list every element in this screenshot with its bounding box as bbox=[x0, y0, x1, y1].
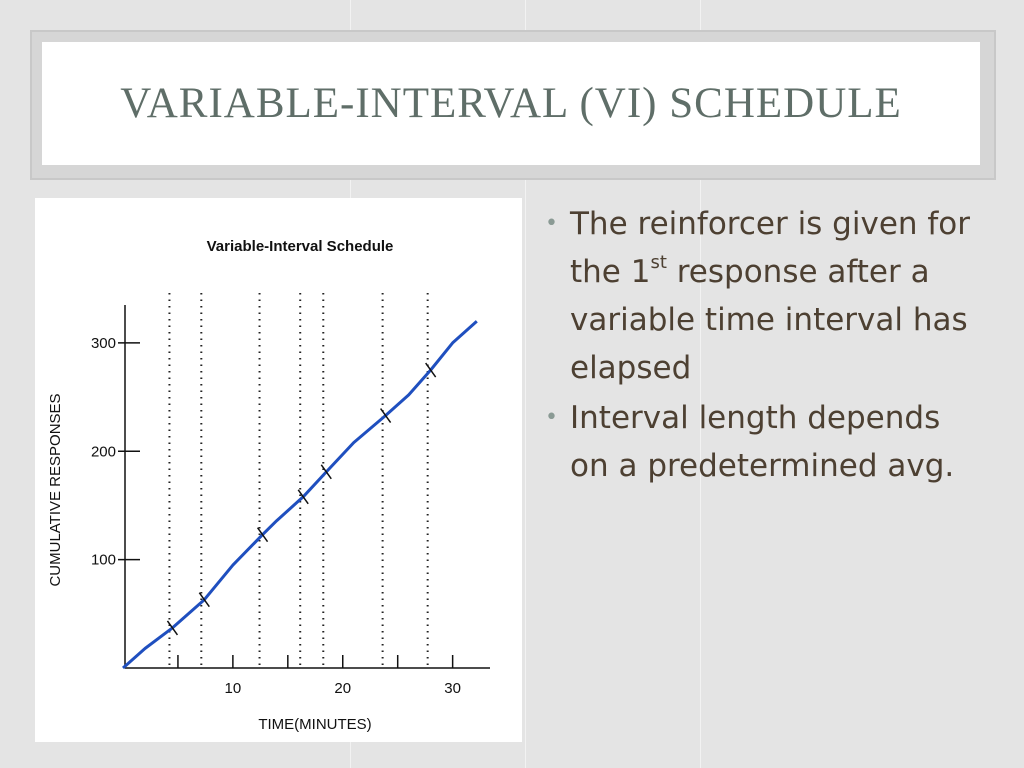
x-tick-label: 10 bbox=[225, 680, 242, 697]
bullet-text: Interval length depends on a predetermin… bbox=[570, 400, 955, 484]
chart: Variable-Interval Schedule 100 200 300 10 20 3… bbox=[35, 198, 522, 742]
reinforcement-mark bbox=[256, 527, 269, 543]
bullet: Interval length depends on a predetermin… bbox=[545, 394, 975, 490]
reinforcement-mark bbox=[166, 620, 179, 636]
x-tick-label: 30 bbox=[444, 680, 461, 697]
y-tick-label: 100 bbox=[91, 552, 116, 569]
x-axis-label: TIME(MINUTES) bbox=[258, 716, 371, 733]
bullet: The reinforcer is given for the 1st resp… bbox=[545, 200, 975, 392]
reinforcement-mark bbox=[320, 464, 332, 480]
x-tick-label: 20 bbox=[334, 680, 351, 697]
y-tick-label: 200 bbox=[91, 443, 116, 460]
reinforcement-mark bbox=[297, 489, 309, 505]
reinforcement-mark bbox=[198, 592, 210, 608]
y-axis-label: CUMULATIVE RESPONSES bbox=[47, 393, 64, 586]
y-tick-label: 300 bbox=[91, 335, 116, 352]
slide-title: VARIABLE-INTERVAL (VI) SCHEDULE bbox=[120, 80, 902, 127]
reinforcement-mark bbox=[380, 408, 392, 423]
title-box: VARIABLE-INTERVAL (VI) SCHEDULE bbox=[42, 42, 980, 165]
bullet-text: The reinforcer is given for the 1 bbox=[570, 206, 971, 290]
bullet-text: response after a variable time interval … bbox=[570, 254, 968, 386]
chart-title: Variable-Interval Schedule bbox=[207, 238, 394, 255]
background-line bbox=[525, 0, 526, 768]
superscript: st bbox=[650, 252, 667, 273]
bullet-list: The reinforcer is given for the 1st resp… bbox=[545, 200, 975, 492]
reinforcement-mark bbox=[425, 362, 437, 378]
